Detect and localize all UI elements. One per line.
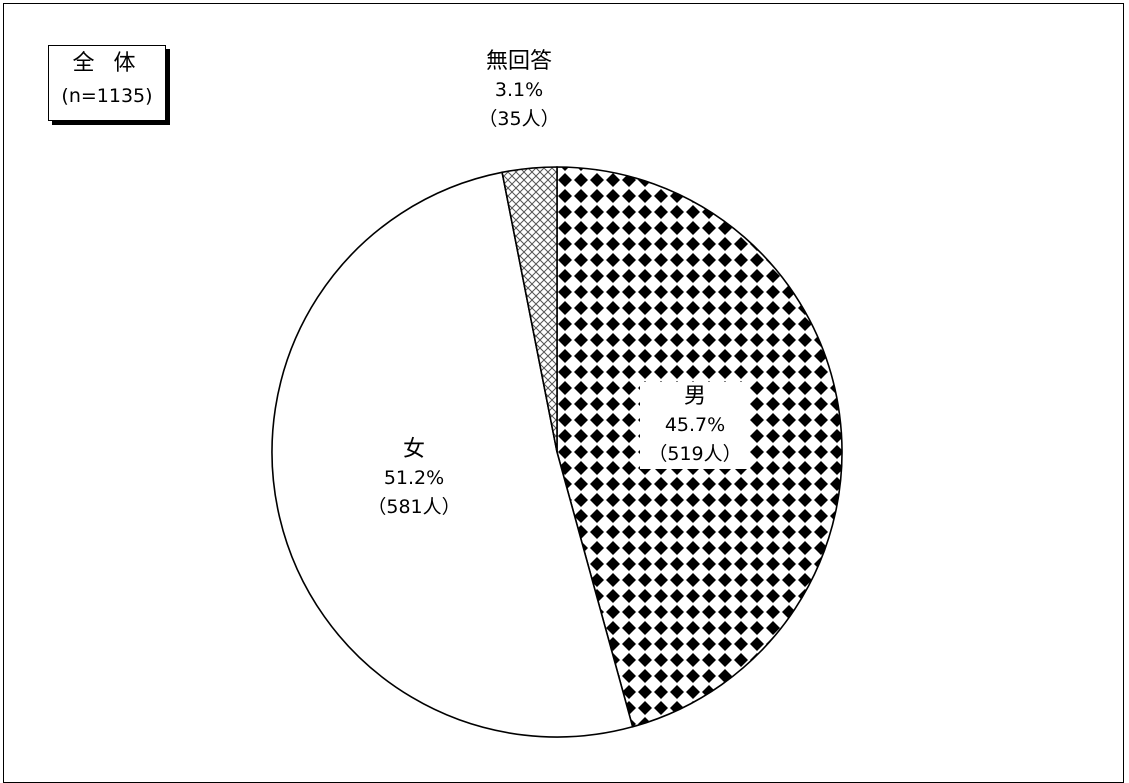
slice-name: 男	[683, 384, 706, 409]
total-title: 全 体	[72, 51, 142, 76]
total-sample-size: (n=1135)	[61, 85, 153, 107]
slice-percent: 45.7%	[664, 414, 726, 436]
chart-frame: 全 体 (n=1135) 無回答 3.1% （35人） 男 45.7% （519…	[3, 3, 1124, 783]
total-sample-box: 全 体 (n=1135)	[48, 45, 166, 121]
slice-count: （581人）	[367, 496, 461, 518]
slice-count: （519人）	[648, 443, 742, 465]
slice-percent: 3.1%	[494, 79, 544, 101]
slice-label-no-answer: 無回答 3.1% （35人）	[464, 47, 574, 134]
slice-label-female: 女 51.2% （581人）	[359, 435, 469, 522]
pie-slice-1	[271, 171, 634, 738]
pie-slice-2	[501, 166, 558, 453]
pie-slices	[271, 166, 843, 738]
slice-percent: 51.2%	[383, 467, 445, 489]
slice-count: （35人）	[478, 108, 560, 130]
slice-name: 女	[402, 437, 425, 462]
slice-name: 無回答	[485, 49, 552, 74]
slice-label-male: 男 45.7% （519人）	[640, 382, 750, 469]
